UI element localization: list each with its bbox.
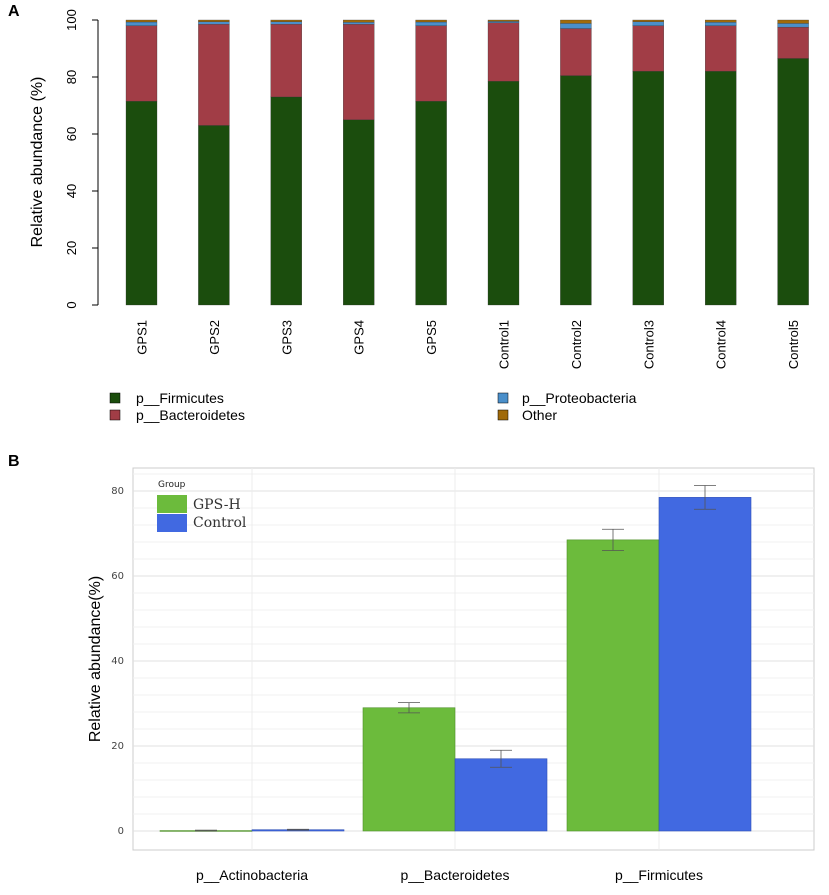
- panel-a-bar-p-bacteroidetes-gps5: [415, 25, 447, 102]
- panel-label-a: A: [8, 3, 20, 20]
- panel-a-bar-other-control2: [560, 19, 592, 24]
- panel-a-x-tick-label: Control2: [569, 320, 584, 369]
- legend-swatch-proteobacteria: [497, 392, 509, 404]
- panel-a-bar-p-firmicutes-control2: [560, 75, 592, 306]
- panel-a-chart: 0 20 40 60 80 100 Relative abundance (%) GPS1…: [29, 9, 809, 369]
- panel-b-x-tick-label: p__Firmicutes: [615, 867, 703, 883]
- panel-b-y-tick-label: 60: [111, 571, 124, 582]
- panel-a-bar-p-firmicutes-control1: [487, 81, 520, 306]
- panel-b-y-tick-label: 40: [111, 656, 124, 667]
- panel-a-bar-p-bacteroidetes-gps1: [125, 25, 158, 102]
- panel-a-bar-p-bacteroidetes-control4: [705, 25, 737, 72]
- panel-b-y-axis-label: Relative abundance(%): [87, 576, 104, 742]
- panel-b-bar-control-p-firmicutes: [658, 497, 752, 832]
- panel-a-y-tick-label: 100: [64, 9, 79, 31]
- legend-label-proteobacteria: p__Proteobacteria: [522, 390, 637, 406]
- panel-b-chart: 0 20 40 60 80 Relative abundance(%) p__Actin…: [87, 467, 815, 883]
- panel-a-bar-p-bacteroidetes-gps3: [270, 24, 302, 98]
- panel-a-bar-p-proteobacteria-gps4: [343, 22, 375, 25]
- panel-a-bar-p-bacteroidetes-gps2: [198, 24, 230, 126]
- panel-a-bar-p-proteobacteria-control1: [487, 21, 520, 23]
- legend-swatch-bacteroidetes: [109, 409, 121, 421]
- panel-a-bar-p-firmicutes-gps3: [270, 96, 302, 306]
- panel-a-bar-other-gps2: [198, 19, 230, 22]
- legend-swatch-firmicutes: [109, 392, 121, 404]
- panel-a-x-tick-label: GPS2: [207, 320, 222, 355]
- panel-a-bar-p-firmicutes-control5: [777, 58, 809, 306]
- panel-b-x-tick-label: p__Actinobacteria: [196, 867, 308, 883]
- panel-a-bar-other-gps1: [125, 19, 158, 23]
- panel-a-y-axis-label: Relative abundance (%): [29, 77, 46, 248]
- panel-a-x-tick-label: Control1: [497, 320, 512, 369]
- panel-a-y-tick-label: 60: [64, 127, 79, 141]
- legend-label-control: Control: [193, 515, 247, 531]
- panel-a-bar-p-proteobacteria-gps1: [125, 21, 158, 26]
- panel-a-x-tick-label: Control3: [641, 320, 656, 369]
- panel-a-bar-p-firmicutes-control4: [705, 71, 737, 306]
- legend-label-gps-h: GPS-H: [193, 497, 241, 513]
- panel-b-x-tick-label: p__Bacteroidetes: [401, 867, 510, 883]
- panel-a-x-tick-label: Control4: [714, 320, 729, 369]
- panel-a-x-tick-label: GPS3: [279, 320, 294, 355]
- panel-a-y-tick-label: 20: [64, 241, 79, 255]
- panel-a-bar-p-firmicutes-gps2: [198, 125, 230, 306]
- legend-swatch-control: [157, 514, 187, 532]
- panel-a-bar-p-bacteroidetes-control2: [560, 28, 592, 76]
- panel-b-y-tick-label: 20: [111, 741, 124, 752]
- panel-a-bar-other-control3: [632, 19, 664, 22]
- panel-b-legend: Group GPS-H Control: [157, 480, 247, 532]
- panel-label-b: B: [8, 453, 20, 470]
- panel-b-bar-control-p-bacteroidetes: [454, 758, 548, 832]
- panel-a-bar-p-bacteroidetes-control5: [777, 26, 809, 59]
- panel-a-x-tick-label: Control5: [786, 320, 801, 369]
- panel-a-bar-p-proteobacteria-control3: [632, 21, 664, 26]
- legend-swatch-gps-h: [157, 495, 187, 513]
- panel-b-bar-gps-h-p-firmicutes: [566, 539, 660, 832]
- panel-a-y-tick-label: 80: [64, 70, 79, 84]
- panel-a-x-tick-label: GPS1: [135, 320, 150, 355]
- legend-label-other: Other: [522, 407, 557, 423]
- panel-a-bar-p-bacteroidetes-control3: [632, 25, 664, 72]
- panel-a-bar-p-bacteroidetes-control1: [487, 22, 520, 82]
- panel-a-bar-other-control1: [487, 19, 520, 22]
- legend-label-firmicutes: p__Firmicutes: [136, 390, 224, 406]
- panel-a-bar-p-proteobacteria-gps3: [270, 21, 302, 25]
- panel-a-bar-other-control4: [705, 19, 737, 23]
- panel-a-bar-p-proteobacteria-control4: [705, 22, 737, 26]
- panel-a-bar-p-proteobacteria-gps2: [198, 21, 230, 25]
- panel-a-bar-p-firmicutes-gps5: [415, 101, 447, 306]
- legend-label-bacteroidetes: p__Bacteroidetes: [136, 407, 245, 423]
- panel-a-bar-p-proteobacteria-gps5: [415, 21, 447, 26]
- panel-a-bar-p-proteobacteria-control2: [560, 23, 592, 29]
- panel-a-bar-other-control5: [777, 19, 809, 24]
- panel-a-bar-p-firmicutes-gps4: [343, 119, 375, 306]
- panel-a-bar-p-firmicutes-gps1: [125, 101, 158, 306]
- panel-a-bar-other-gps5: [415, 19, 447, 23]
- panel-b-y-tick-label: 80: [111, 486, 124, 497]
- panel-a-y-tick-label: 0: [64, 301, 79, 308]
- panel-a-bar-p-firmicutes-control3: [632, 71, 664, 306]
- legend-title-group: Group: [158, 480, 186, 490]
- panel-b-y-tick-label: 0: [118, 826, 124, 837]
- panel-a-bar-p-proteobacteria-control5: [777, 23, 809, 28]
- panel-a-bar-p-bacteroidetes-gps4: [343, 24, 375, 120]
- panel-a-y-tick-label: 40: [64, 184, 79, 198]
- legend-swatch-other: [497, 409, 509, 421]
- panel-b-bar-gps-h-p-bacteroidetes: [362, 707, 456, 832]
- panel-a-legend: p__Firmicutes p__Bacteroidetes p__Proteo…: [109, 390, 637, 423]
- panel-a-bar-other-gps3: [270, 19, 302, 22]
- panel-a-x-tick-label: GPS5: [424, 320, 439, 355]
- panel-a-bar-other-gps4: [343, 19, 375, 23]
- panel-a-x-tick-label: GPS4: [352, 320, 367, 355]
